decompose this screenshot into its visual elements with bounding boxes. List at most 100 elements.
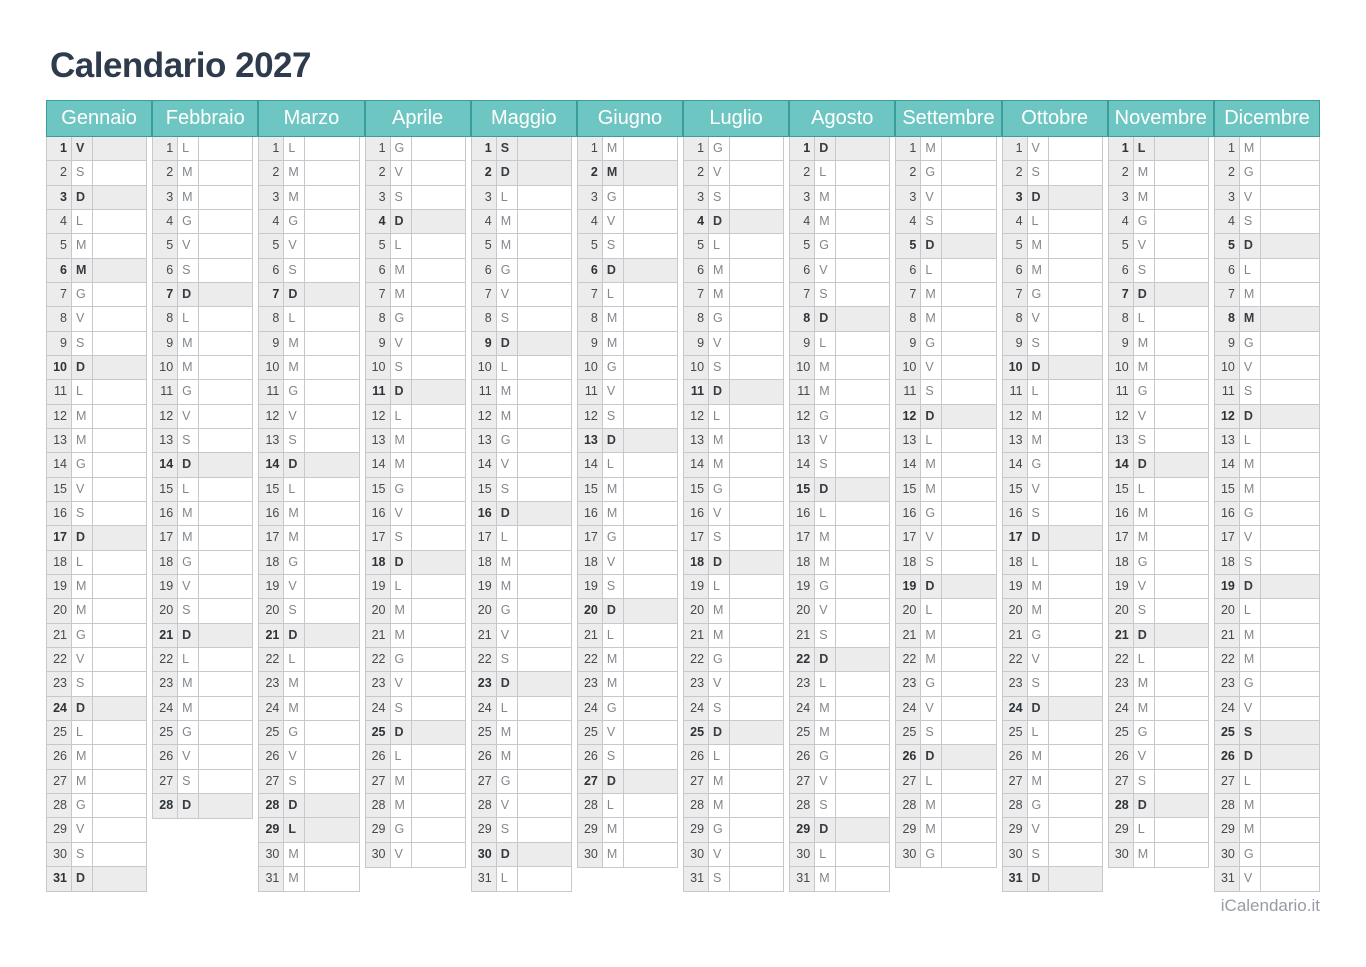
day-note-cell xyxy=(1260,258,1320,282)
day-letter-cell: M xyxy=(603,137,624,161)
day-letter-cell: M xyxy=(1028,234,1049,258)
day-number-cell: 8 xyxy=(896,307,922,331)
day-row: 30 V xyxy=(684,842,784,867)
day-letter-cell: V xyxy=(921,355,943,380)
day-row: 15 L xyxy=(153,477,253,502)
day-row: 13 M xyxy=(684,428,784,454)
day-row: 30 V xyxy=(365,842,465,867)
day-number-cell: 10 xyxy=(471,355,497,380)
day-note-cell xyxy=(93,404,147,428)
day-letter-cell: D xyxy=(284,453,306,477)
day-note-cell xyxy=(517,745,571,769)
day-number-cell: 29 xyxy=(790,818,816,842)
day-letter-cell: V xyxy=(815,769,837,793)
day-note-cell xyxy=(1048,842,1102,866)
day-letter-cell: G xyxy=(72,453,93,477)
day-row: 26 D xyxy=(1214,745,1320,770)
day-note-cell xyxy=(199,550,253,574)
day-row: 17 L xyxy=(471,526,571,551)
day-row: 15 S xyxy=(471,477,571,502)
day-number-cell: 7 xyxy=(1214,282,1240,307)
day-number-cell: 8 xyxy=(577,307,603,331)
day-row: 12 S xyxy=(577,404,678,429)
day-letter-cell: S xyxy=(496,137,518,161)
day-number-cell: 16 xyxy=(577,501,603,526)
day-note-cell xyxy=(93,355,147,380)
day-letter-cell: G xyxy=(284,720,306,745)
day-note-cell xyxy=(93,331,147,355)
day-note-cell xyxy=(1154,209,1208,234)
day-note-cell xyxy=(199,745,253,769)
day-letter-cell: V xyxy=(1028,818,1049,842)
day-number-cell: 2 xyxy=(1214,161,1240,185)
day-number-cell: 18 xyxy=(790,550,816,574)
day-number-cell: 4 xyxy=(365,209,391,234)
day-note-cell xyxy=(1260,161,1320,185)
day-row: 16 G xyxy=(1214,501,1320,527)
day-number-cell: 14 xyxy=(365,453,391,477)
day-letter-cell: M xyxy=(178,672,200,696)
day-note-cell xyxy=(1048,866,1102,892)
day-note-cell xyxy=(199,161,253,185)
day-note-cell xyxy=(1048,477,1102,501)
day-letter-cell: M xyxy=(815,355,837,380)
day-letter-cell: G xyxy=(497,599,518,623)
day-number-cell: 17 xyxy=(471,526,497,550)
day-letter-cell: D xyxy=(72,526,93,550)
day-letter-cell: G xyxy=(1134,209,1155,234)
day-letter-cell: S xyxy=(391,355,412,380)
day-number-cell: 16 xyxy=(1214,501,1240,526)
day-row: 19 D xyxy=(896,574,996,600)
day-number-cell: 22 xyxy=(47,647,72,672)
day-note-cell xyxy=(730,161,784,185)
day-note-cell xyxy=(836,137,890,161)
day-number-cell: 24 xyxy=(471,696,497,720)
day-row: 24 M xyxy=(790,696,890,721)
day-row: 17 V xyxy=(896,526,996,551)
day-note-cell xyxy=(411,550,465,574)
day-letter-cell: D xyxy=(1133,282,1155,307)
day-number-cell: 10 xyxy=(684,355,710,380)
day-note-cell xyxy=(942,574,996,599)
day-note-cell xyxy=(836,380,890,404)
day-number-cell: 29 xyxy=(259,818,285,842)
day-number-cell: 15 xyxy=(365,477,391,501)
day-number-cell: 8 xyxy=(471,307,497,331)
day-row: 10 M xyxy=(153,355,253,381)
day-letter-cell: S xyxy=(497,818,518,842)
day-row: 12 M xyxy=(1002,404,1102,429)
day-letter-cell: V xyxy=(603,720,624,745)
day-note-cell xyxy=(1048,647,1102,672)
day-note-cell xyxy=(730,234,784,258)
day-number-cell: 18 xyxy=(684,550,710,574)
day-number-cell: 13 xyxy=(896,428,922,453)
day-row: 11 G xyxy=(259,380,359,405)
day-note-cell xyxy=(942,282,996,307)
day-row: 30 M xyxy=(1108,842,1208,867)
day-letter-cell: V xyxy=(815,599,837,623)
day-letter-cell: M xyxy=(603,501,624,526)
day-letter-cell: D xyxy=(390,550,412,574)
day-row: 26 D xyxy=(896,745,996,770)
day-number-cell: 16 xyxy=(47,501,72,526)
day-letter-cell: L xyxy=(1133,137,1155,161)
brand-link[interactable]: iCalendario.it xyxy=(1220,896,1320,915)
day-note-cell xyxy=(836,307,890,331)
day-letter-cell: L xyxy=(815,331,837,355)
day-note-cell xyxy=(411,696,465,720)
day-number-cell: 9 xyxy=(577,331,603,355)
day-note-cell xyxy=(836,745,890,769)
day-number-cell: 12 xyxy=(471,404,497,428)
day-note-cell xyxy=(199,793,253,819)
day-row: 22 V xyxy=(1002,647,1102,673)
day-note-cell xyxy=(411,477,465,501)
day-number-cell: 23 xyxy=(47,672,72,696)
day-number-cell: 11 xyxy=(471,380,497,404)
day-number-cell: 26 xyxy=(577,745,603,769)
